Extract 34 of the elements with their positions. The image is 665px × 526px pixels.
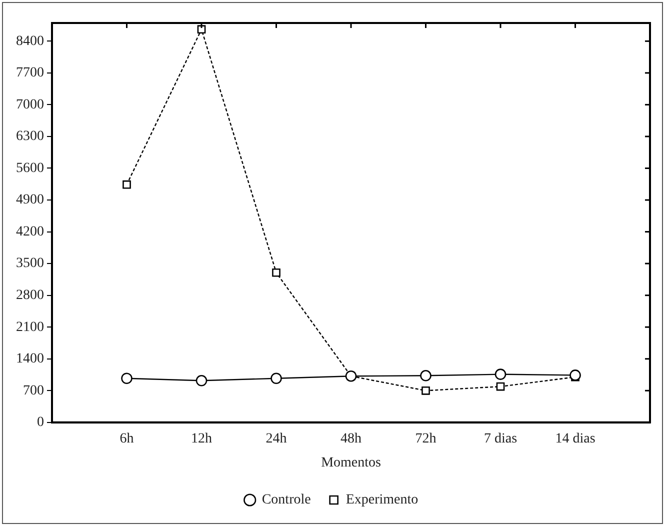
point <box>196 374 208 386</box>
point <box>272 268 280 277</box>
point <box>570 370 581 381</box>
x-tick-label: 14 dias <box>555 431 596 446</box>
y-tick-label: 4200 <box>16 224 44 240</box>
y-tick-label: 7000 <box>16 97 44 112</box>
y-tick-label: 5600 <box>16 160 44 176</box>
y-tick-label: 2100 <box>16 320 44 335</box>
y-tick-label: 7700 <box>16 66 44 81</box>
y-tick-label: 1400 <box>16 352 44 367</box>
point <box>197 25 206 34</box>
x-axis-title: Momentos <box>321 455 381 470</box>
point <box>121 372 132 384</box>
x-tick-label: 24h <box>266 431 287 446</box>
point <box>420 370 432 382</box>
y-tick-label: 6300 <box>16 129 44 144</box>
x-tick-label: 12h <box>191 431 212 446</box>
point <box>422 386 430 395</box>
y-tick-label: 4900 <box>16 192 44 208</box>
y-tick-label: 0 <box>37 415 44 430</box>
point <box>496 382 505 391</box>
x-tick-label: 6h <box>120 431 134 446</box>
point <box>494 368 506 380</box>
point <box>122 180 131 189</box>
x-tick-label: 48h <box>340 431 362 446</box>
y-tick-label: 3500 <box>16 256 44 272</box>
y-tick-label: 700 <box>23 383 44 398</box>
legend-label: Controle <box>262 492 311 508</box>
y-tick-label: 8400 <box>16 34 44 49</box>
x-tick-label: 7 dias <box>484 431 518 446</box>
legend-label: Experimento <box>346 492 418 508</box>
y-tick-label: 2800 <box>16 288 44 303</box>
point <box>270 372 282 384</box>
x-tick-label: 72h <box>415 431 436 446</box>
